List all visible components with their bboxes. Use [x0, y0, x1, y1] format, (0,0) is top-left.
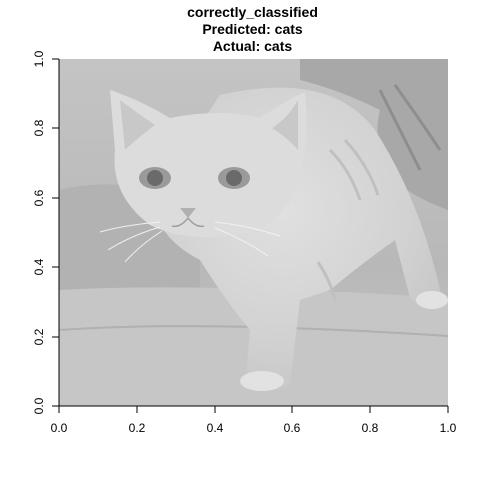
x-tick-label: 0.2 — [129, 421, 146, 435]
y-tick-label: 0.6 — [32, 189, 46, 206]
y-tick-label: 0.4 — [32, 258, 46, 275]
x-tick-label: 0.8 — [362, 421, 379, 435]
x-tick-label: 0.0 — [51, 421, 68, 435]
cat-photo — [59, 59, 448, 406]
y-tick-label: 0.2 — [32, 328, 46, 345]
y-axis — [52, 59, 59, 406]
y-tick-label: 0.8 — [32, 119, 46, 136]
x-tick-label: 0.6 — [284, 421, 301, 435]
x-tick-label: 1.0 — [440, 421, 457, 435]
x-axis — [59, 406, 448, 413]
y-tick-label: 0.0 — [32, 397, 46, 414]
x-tick-label: 0.4 — [207, 421, 224, 435]
y-tick-label: 1.0 — [32, 50, 46, 67]
